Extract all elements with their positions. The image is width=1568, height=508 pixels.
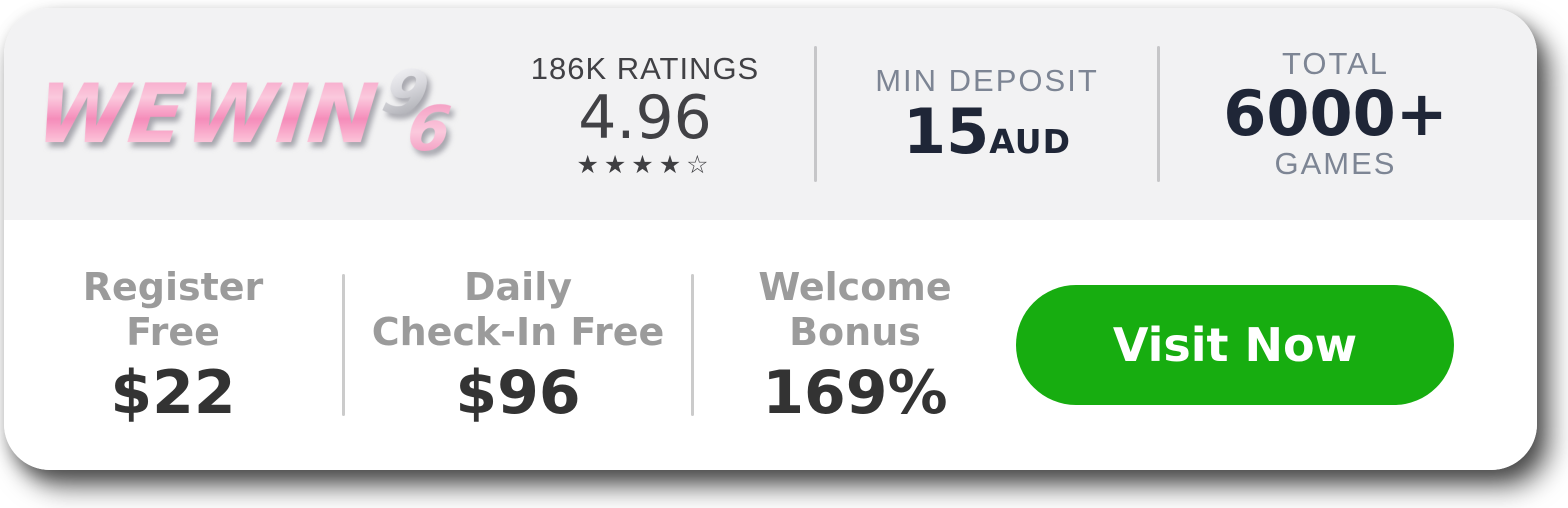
offer-label-line1: Welcome [758, 264, 952, 309]
logo-text: WEWIN [32, 66, 384, 162]
offer-label-line1: Register [82, 264, 264, 309]
min-deposit-label: MIN DEPOSIT [875, 63, 1099, 99]
offer-value: 169% [762, 358, 948, 429]
ratings-label: 186K RATINGS [530, 51, 760, 86]
offer-value: $96 [455, 358, 581, 429]
offer-label-line2: Check-In Free [371, 309, 665, 354]
total-label: TOTAL [1281, 46, 1390, 82]
visit-now-button[interactable]: Visit Now [1016, 285, 1454, 405]
min-deposit-stat: MIN DEPOSIT 15 AUD [817, 63, 1157, 164]
divider-vertical [691, 274, 694, 416]
star-rating-icons: ★★★★☆ [576, 150, 714, 179]
offer-register-free: Register Free $22 [4, 265, 342, 426]
offer-label-line2: Bonus [789, 309, 921, 354]
total-games-value: 6000+ [1223, 77, 1448, 151]
games-label: GAMES [1274, 145, 1397, 181]
rating-value: 4.96 [578, 83, 712, 153]
wewin96-logo-icon: WEWIN 9 6 [32, 53, 457, 165]
offer-label-line1: Daily [463, 264, 572, 309]
stats-section: WEWIN 9 6 186K RATINGS 4.96 ★★★★☆ MIN DE… [4, 8, 1537, 220]
min-deposit-currency: AUD [989, 122, 1071, 162]
offer-welcome-bonus: Welcome Bonus 169% [694, 265, 1016, 426]
logo-96-percent-mark: 9 6 [376, 53, 457, 165]
min-deposit-value-line: 15 AUD [903, 99, 1071, 164]
total-games-stat: TOTAL 6000+ GAMES [1160, 46, 1537, 181]
offers-section: Register Free $22 Daily Check-In Free $9… [4, 220, 1537, 470]
ratings-stat: 186K RATINGS 4.96 ★★★★☆ [476, 51, 814, 177]
divider-vertical [1157, 46, 1160, 182]
offer-value: $22 [110, 358, 236, 429]
offer-label-line2: Free [126, 309, 220, 354]
min-deposit-value: 15 [903, 95, 990, 169]
promo-card: WEWIN 9 6 186K RATINGS 4.96 ★★★★☆ MIN DE… [4, 8, 1537, 470]
divider-vertical [814, 46, 817, 182]
logo-digit-6: 6 [404, 91, 456, 165]
offer-daily-checkin: Daily Check-In Free $96 [345, 265, 691, 426]
brand-logo[interactable]: WEWIN 9 6 [4, 53, 476, 165]
divider-vertical [342, 274, 345, 416]
cta-area: Visit Now [1016, 285, 1537, 405]
